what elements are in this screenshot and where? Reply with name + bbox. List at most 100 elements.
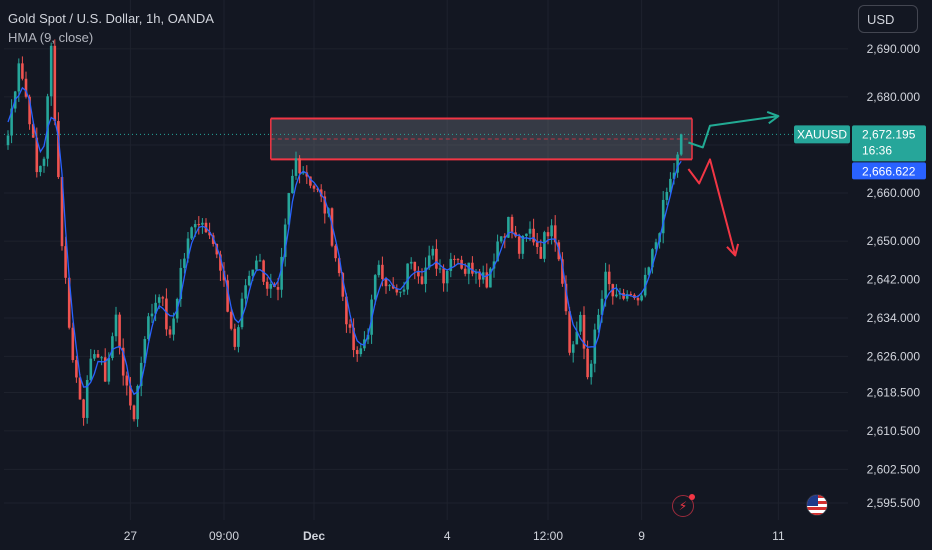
candle-body [507,216,510,238]
candle [312,184,316,193]
candle-body [647,267,651,275]
candle [582,306,586,360]
candle-body [525,233,528,237]
candle [96,349,100,358]
candle-body [67,277,71,328]
currency-button[interactable]: USD [858,5,918,33]
candle [57,112,60,179]
candle-body [132,405,136,420]
candle-body [427,255,431,268]
candle [150,303,154,323]
candle-body [129,385,132,406]
symbol-title[interactable]: Gold Spot / U.S. Dollar, 1h, OANDA [8,11,214,26]
candle-body [301,172,305,174]
candle-body [31,124,35,138]
candle-body [186,238,190,259]
candle [510,214,514,239]
grid-lines [4,0,848,520]
countdown-text: 16:36 [862,143,892,157]
candle [103,348,107,382]
candle [550,219,553,245]
y-tick-label: 2,610.500 [867,424,921,438]
candle-body [355,350,359,355]
candle-body [417,270,420,277]
candle [64,236,67,284]
candle-body [402,289,406,292]
candle-body [589,363,593,378]
candle-body [161,297,165,299]
candle-body [615,294,618,297]
candle-body [10,108,13,136]
candle-body [528,228,532,234]
candle-body [665,191,669,200]
candle [453,255,456,266]
candle-body [575,331,579,345]
candle [154,294,157,322]
x-tick-label: Dec [303,529,325,543]
chart-legend[interactable]: Gold Spot / U.S. Dollar, 1h, OANDA HMA (… [8,9,214,47]
candlesticks [6,39,683,427]
time-axis[interactable]: 27 09:00 Dec 4 12:00 9 11 [124,529,785,543]
candle [543,230,546,263]
candle [546,226,550,245]
resistance-zone[interactable] [270,117,693,161]
candle-body [287,193,291,225]
candle [345,293,348,333]
indicator-title[interactable]: HMA (9, close) [8,30,94,45]
us-flag-icon[interactable] [806,494,828,516]
candle-body [539,246,543,259]
candle-body [600,298,604,315]
candle-body [348,324,352,328]
candle [575,321,579,345]
candle-body [406,263,409,290]
y-tick-label: 2,690.000 [867,42,921,56]
projection-arrows[interactable] [687,110,780,257]
symbol-tag-text: XAUUSD [797,127,847,141]
candle [471,256,474,277]
candle-body [568,311,571,353]
candle-body [197,224,201,226]
candle-body [337,258,341,274]
bolt-icon[interactable]: ⚡ [672,494,695,517]
candle [24,71,28,99]
candle [438,259,442,274]
candle [168,325,172,339]
candle-body [276,287,280,290]
candle [413,261,417,280]
candle-body [564,283,568,312]
candle-body [6,135,10,146]
candle-body [143,339,147,363]
candle-body [377,264,381,276]
candle [561,252,564,287]
candle [233,323,237,351]
candle-body [247,275,251,286]
candle [388,284,391,291]
candle [564,275,568,315]
candle [449,252,453,278]
candle-body [679,134,683,155]
candle [211,232,215,247]
candle-body [258,260,262,262]
candle-body [442,268,445,284]
candle-body [107,357,111,382]
candle-body [597,314,600,330]
candle-body [53,45,57,122]
candle [21,56,24,81]
candle-body [395,288,399,293]
candle [597,308,600,333]
candle [643,267,647,298]
candle-body [78,377,82,400]
candle [287,192,291,228]
candle-body [255,260,258,270]
y-tick-label: 2,660.000 [867,186,921,200]
x-tick-label: 27 [124,529,138,543]
candle [229,306,233,331]
candle [355,346,359,362]
x-tick-label: 09:00 [209,529,239,543]
candle-body [85,380,89,418]
candle-body [265,281,269,289]
candle-body [319,189,323,197]
candle-body [269,284,273,289]
